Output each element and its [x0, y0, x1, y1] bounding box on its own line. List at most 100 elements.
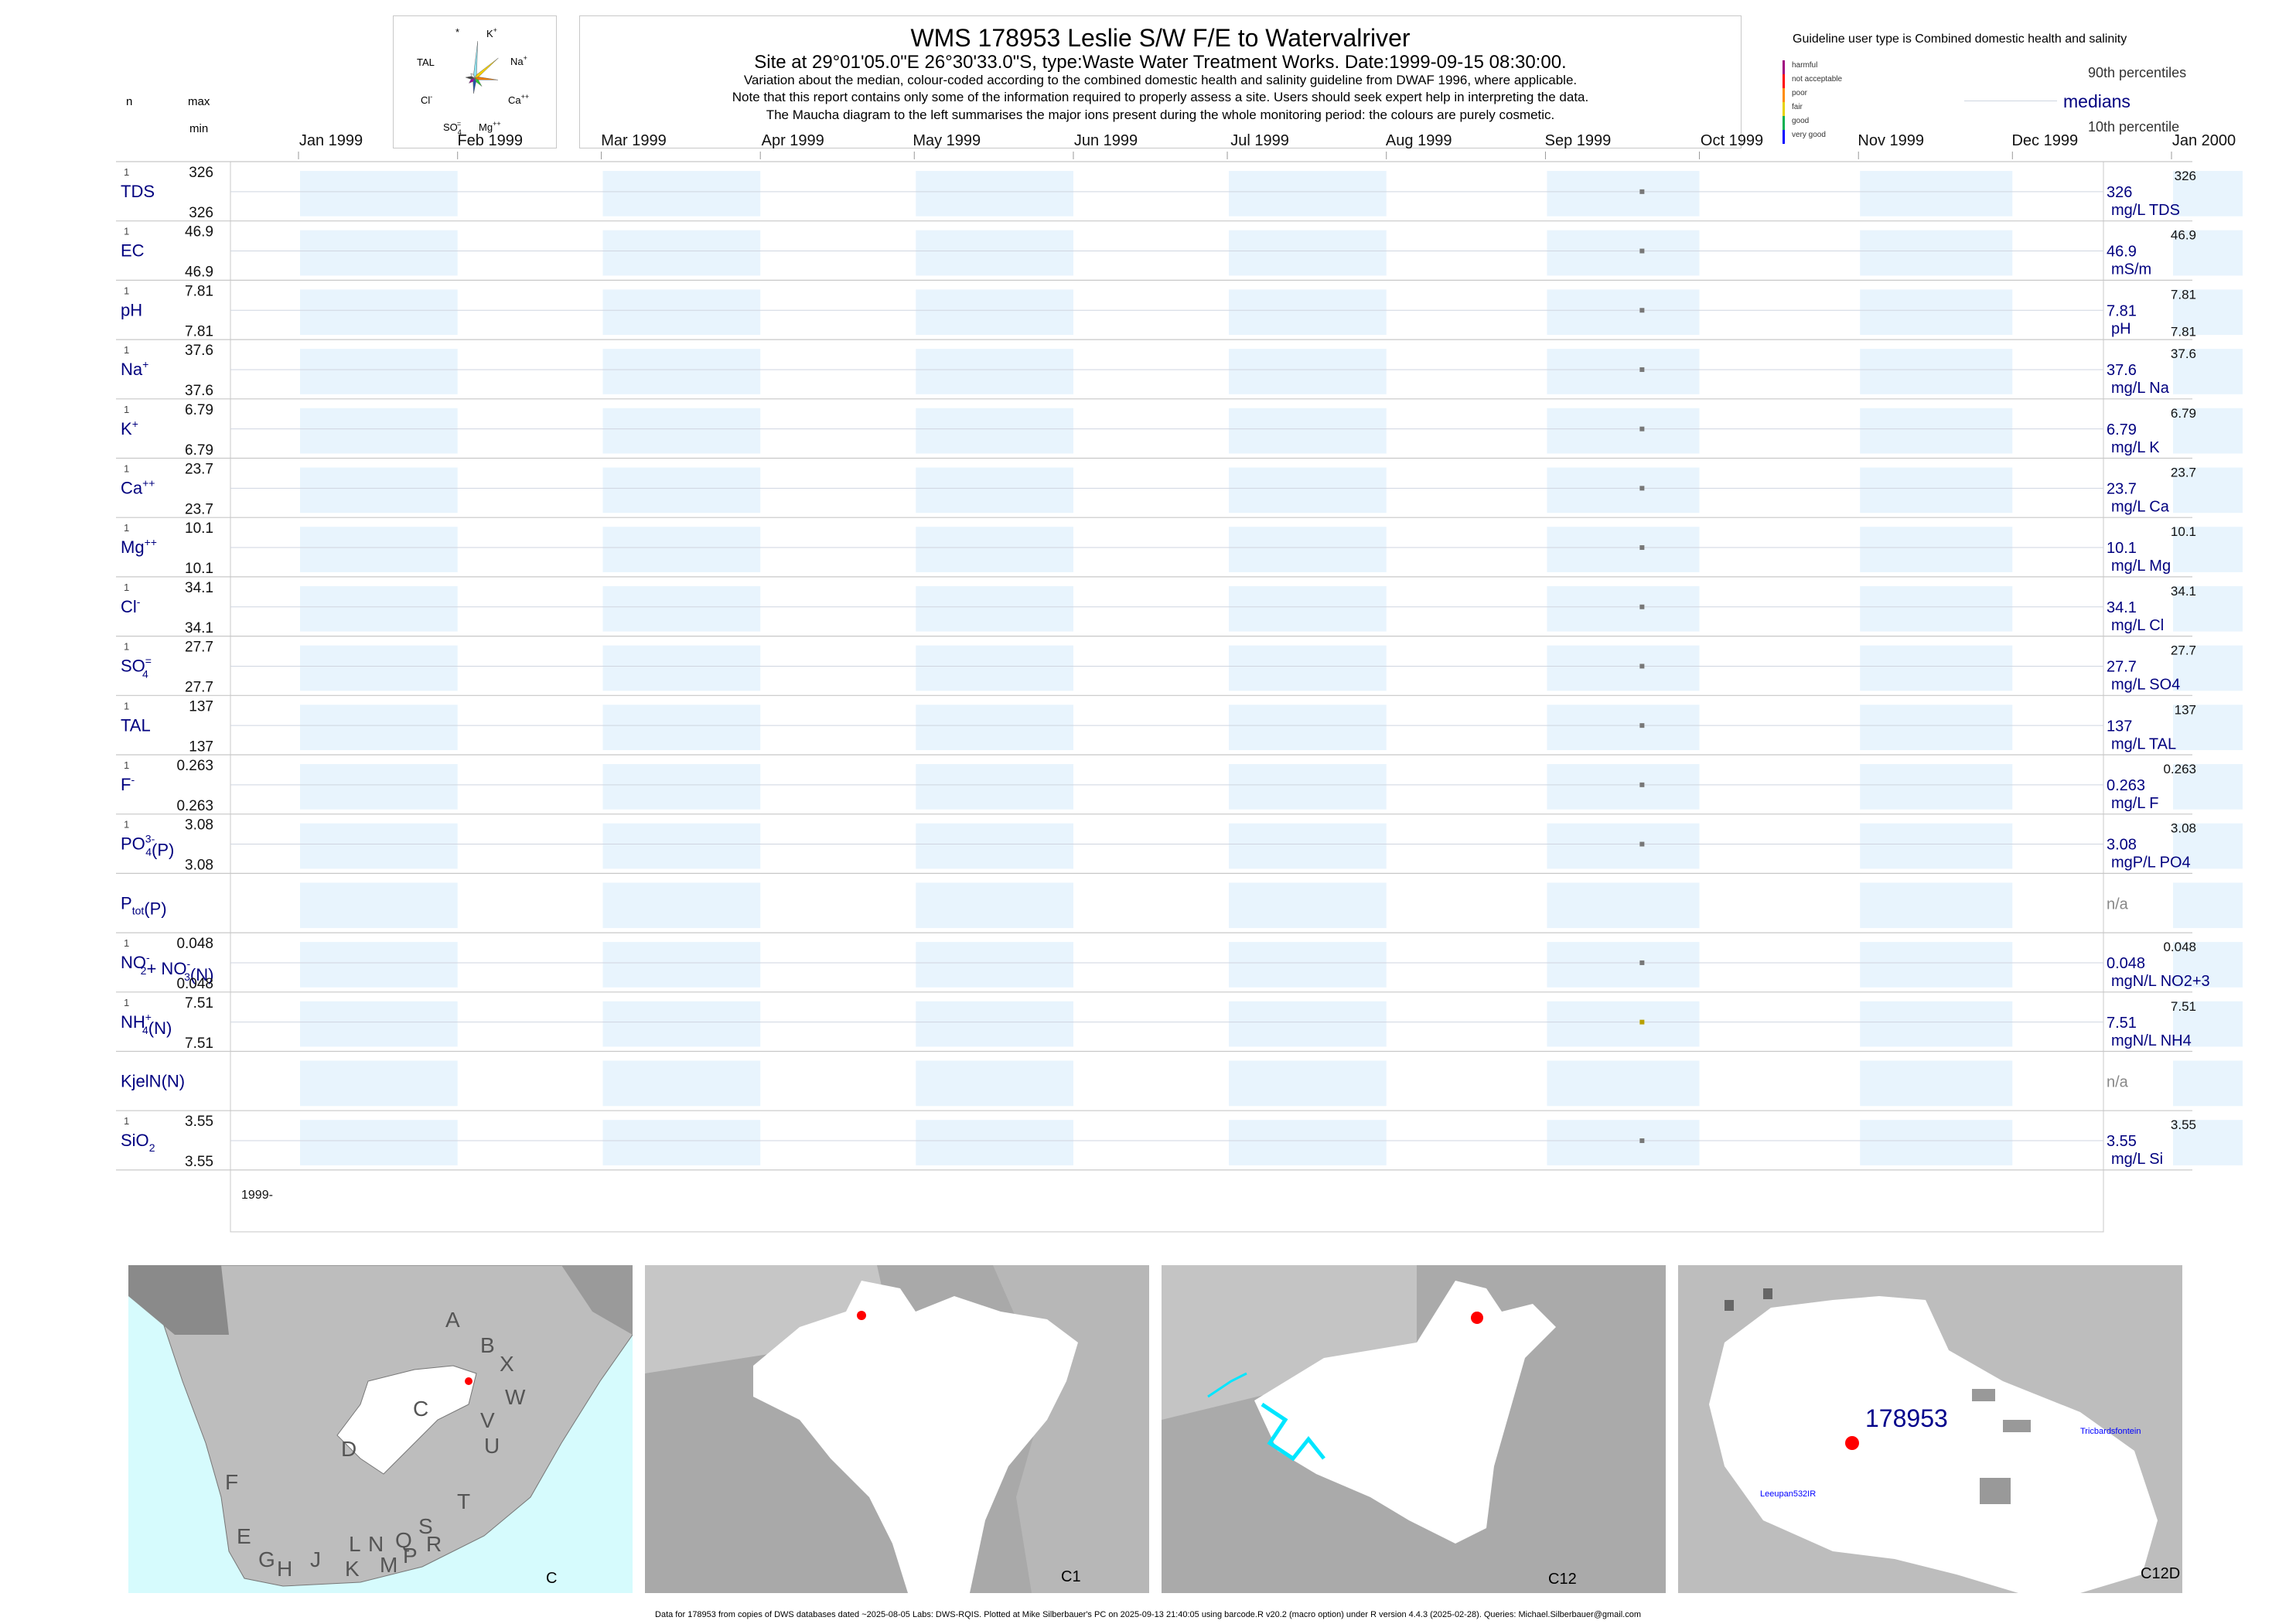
- svg-text:Ca++: Ca++: [508, 93, 529, 106]
- month-band: [2173, 585, 2243, 632]
- month-band: [916, 882, 1073, 929]
- month-band: [1860, 289, 2013, 336]
- row-median: 34.1: [2107, 599, 2137, 616]
- x-tick-label-top: Nov 1999: [1858, 132, 1924, 149]
- month-band: [602, 289, 761, 336]
- month-band: [916, 764, 1073, 810]
- data-point: [1639, 189, 1645, 194]
- row-max: 34.1: [185, 580, 213, 596]
- row-n: 1: [124, 285, 129, 296]
- month-band: [300, 527, 458, 572]
- guideline-class-legend: harmful not acceptable poor fair good very go…: [1783, 60, 1891, 145]
- maucha-label-cl: Cl: [421, 94, 430, 106]
- month-band: [916, 1060, 1073, 1107]
- data-point: [1639, 486, 1645, 491]
- x-tick-label-top: Dec 1999: [2011, 132, 2078, 149]
- month-band: [2173, 527, 2243, 572]
- svg-text:SO4=: SO4=: [443, 120, 462, 136]
- map-label-c: C: [546, 1570, 558, 1587]
- footer-credit: Data for 178953 from copies of DWS datab…: [655, 1610, 1641, 1619]
- month-band: [1860, 882, 2013, 929]
- map-label-c12d: C12D: [2141, 1565, 2181, 1582]
- month-band: [300, 705, 458, 750]
- month-band: [1547, 171, 1700, 217]
- month-band: [300, 882, 458, 929]
- month-band: [602, 585, 761, 632]
- row-median: n/a: [2107, 896, 2129, 913]
- row-max: 10.1: [185, 520, 213, 537]
- map-region-letter: Q: [395, 1528, 412, 1552]
- month-band: [602, 1120, 761, 1165]
- month-band: [916, 823, 1073, 869]
- legend-class-label: good: [1792, 117, 1810, 125]
- svg-text:K+: K+: [486, 26, 497, 39]
- month-band: [1547, 289, 1700, 336]
- month-band: [1229, 645, 1387, 691]
- month-band: [2173, 408, 2243, 454]
- maucha-label-mg: Mg: [479, 121, 493, 133]
- map-c-svg: [128, 1265, 633, 1587]
- row-p90: 3.08: [2171, 821, 2196, 836]
- row-max: 27.7: [185, 640, 213, 656]
- month-band: [300, 171, 458, 217]
- row-median: 7.81: [2107, 302, 2137, 319]
- legend-class-label: very good: [1792, 131, 1826, 139]
- map-label-c12: C12: [1548, 1571, 1577, 1588]
- month-band: [2173, 1060, 2243, 1107]
- month-band: [1547, 645, 1700, 691]
- map-region-letter: A: [445, 1308, 460, 1332]
- legend-p10: 10th percentile: [2088, 119, 2180, 135]
- row-n: 1: [124, 759, 129, 771]
- month-band: [602, 882, 761, 929]
- x-tick-label-top: Sep 1999: [1545, 132, 1612, 149]
- x-year-label: 1999-: [241, 1189, 273, 1202]
- month-band: [2173, 467, 2243, 513]
- row-min: 0.263: [176, 798, 213, 814]
- month-band: [300, 289, 458, 336]
- month-band: [1547, 1120, 1700, 1165]
- month-band: [1860, 585, 2013, 632]
- row-max: 137: [189, 698, 213, 715]
- maucha-label-tal: TAL: [417, 56, 435, 68]
- map-region-letter: G: [258, 1547, 275, 1571]
- row-min: 3.08: [185, 858, 213, 874]
- month-band: [916, 645, 1073, 691]
- legend-class-label: fair: [1792, 103, 1803, 111]
- row-n: 1: [124, 404, 129, 415]
- col-header-max: max: [188, 95, 210, 108]
- row-unit: mg/L Si: [2111, 1151, 2163, 1168]
- x-tick-label-top: Feb 1999: [457, 132, 523, 149]
- row-n: 1: [124, 700, 129, 711]
- variable-name: K+: [121, 418, 138, 438]
- row-p90: 7.81: [2171, 287, 2196, 302]
- row-p90: 37.6: [2171, 346, 2196, 361]
- data-point: [1639, 426, 1645, 432]
- month-band: [602, 230, 761, 276]
- legend-class-swatch: [1783, 74, 1785, 88]
- map-panel-c12: C12: [1162, 1265, 1666, 1593]
- row-min: 7.51: [185, 1035, 213, 1052]
- site-marker-c12d: [1845, 1436, 1859, 1450]
- row-unit: mg/L Ca: [2111, 499, 2170, 516]
- row-median: 3.55: [2107, 1133, 2137, 1150]
- month-band: [916, 467, 1073, 513]
- month-band: [1860, 1120, 2013, 1165]
- x-tick-label-top: Jun 1999: [1074, 132, 1138, 149]
- month-band: [1547, 585, 1700, 632]
- map-region-letter: R: [426, 1532, 442, 1556]
- map-region-letter: N: [368, 1532, 384, 1556]
- maucha-wedges: [465, 41, 499, 94]
- plot-frame: [230, 161, 2104, 1233]
- month-band: [1229, 1060, 1387, 1107]
- month-band: [916, 349, 1073, 394]
- row-unit: mg/L Cl: [2111, 617, 2164, 634]
- row-unit: mgN/L NO2+3: [2111, 973, 2210, 990]
- month-band: [2173, 349, 2243, 394]
- row-min: 0.048: [176, 976, 213, 992]
- month-band: [1547, 764, 1700, 810]
- month-band: [1547, 230, 1700, 276]
- month-band: [1229, 408, 1387, 454]
- x-tick-label-top: Oct 1999: [1701, 132, 1763, 149]
- variable-name: Mg++: [121, 536, 157, 557]
